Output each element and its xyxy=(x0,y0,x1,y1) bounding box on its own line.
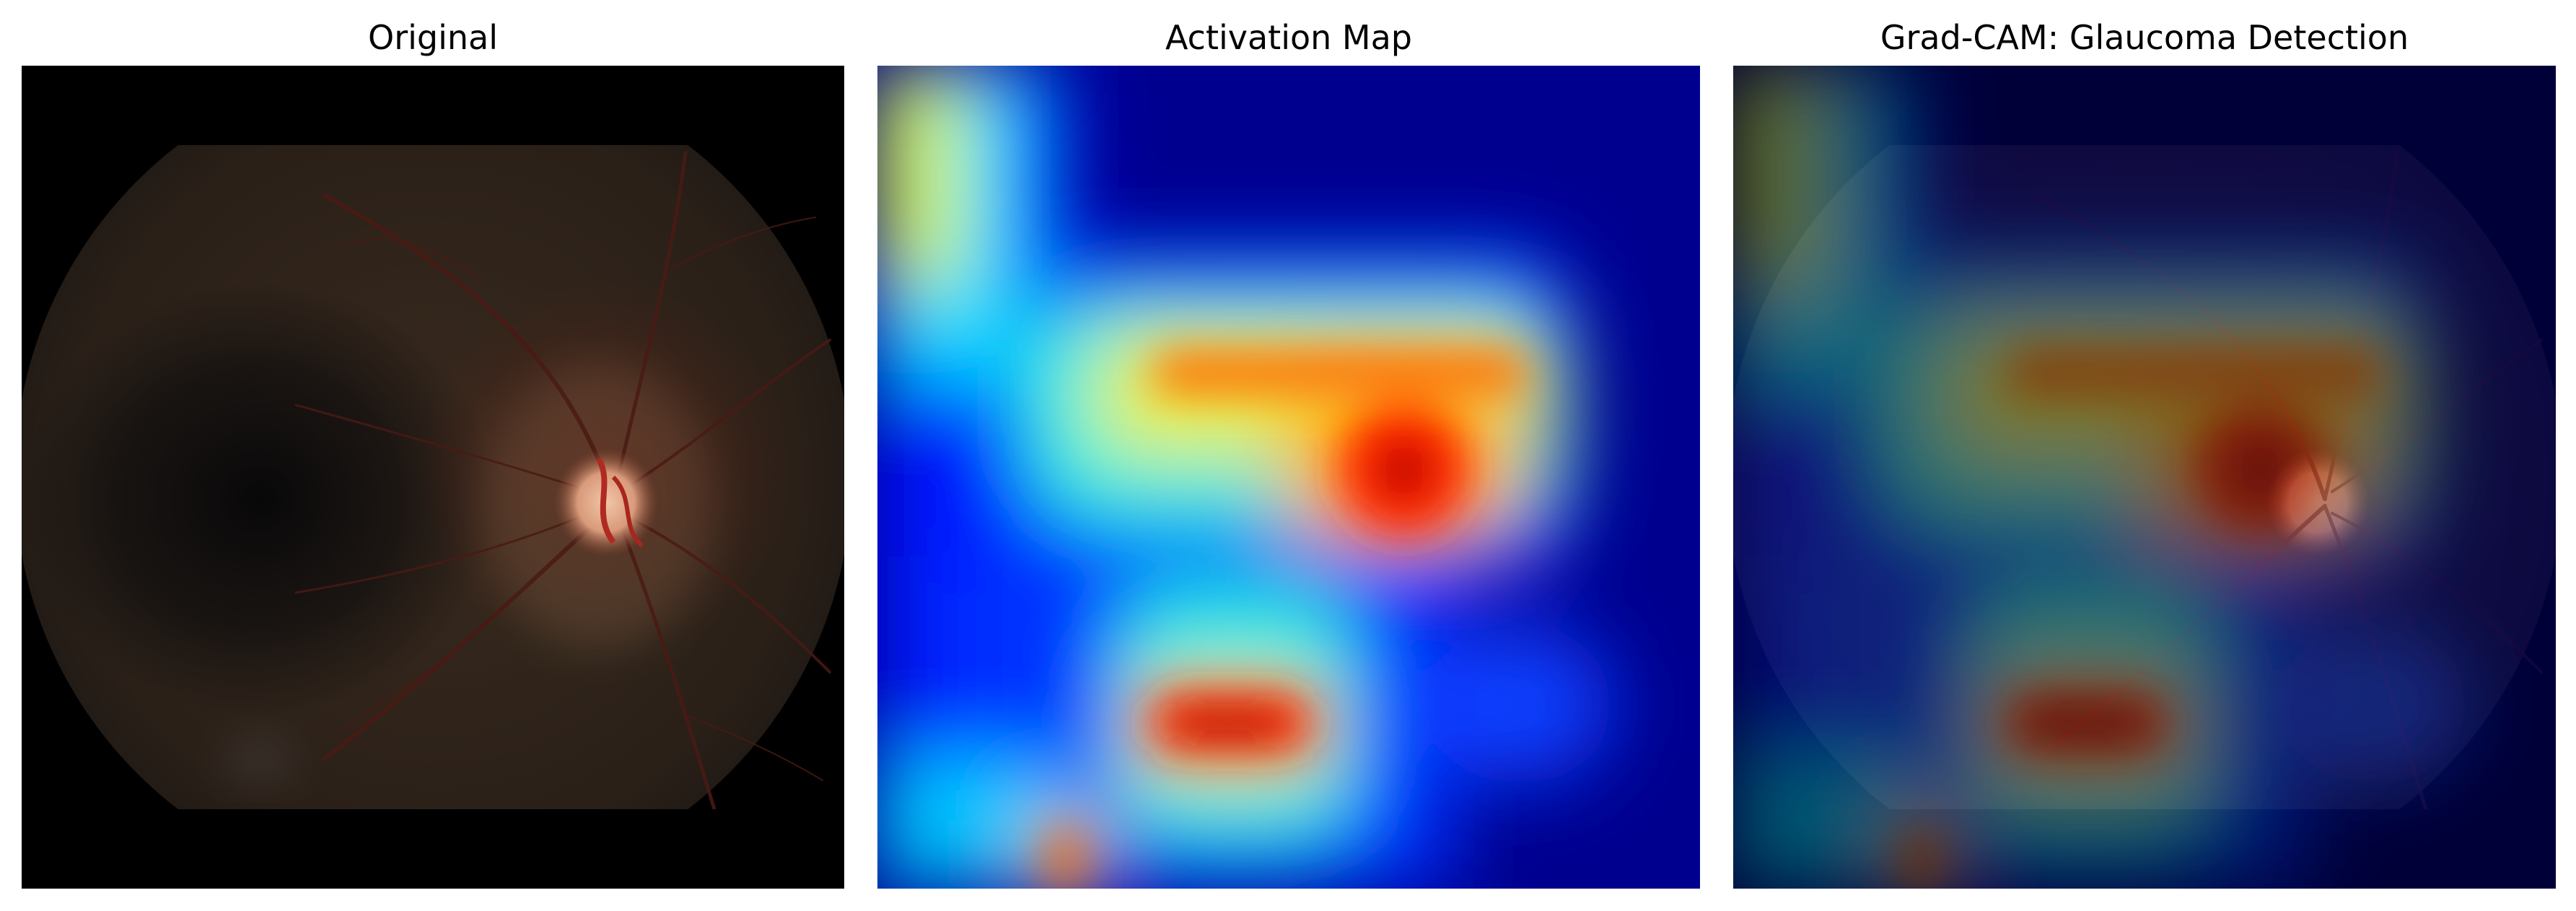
activation-heatmap xyxy=(877,66,1700,889)
gradcam-overlay xyxy=(1733,66,2556,889)
activation-map-image xyxy=(877,66,1700,889)
activation-map-title: Activation Map xyxy=(1165,18,1412,57)
gradcam-overlay-image xyxy=(1733,66,2556,889)
original-fundus-image xyxy=(22,66,844,889)
fundus-photo xyxy=(22,66,844,889)
gradcam-title: Grad-CAM: Glaucoma Detection xyxy=(1880,18,2409,57)
original-title: Original xyxy=(367,18,498,57)
